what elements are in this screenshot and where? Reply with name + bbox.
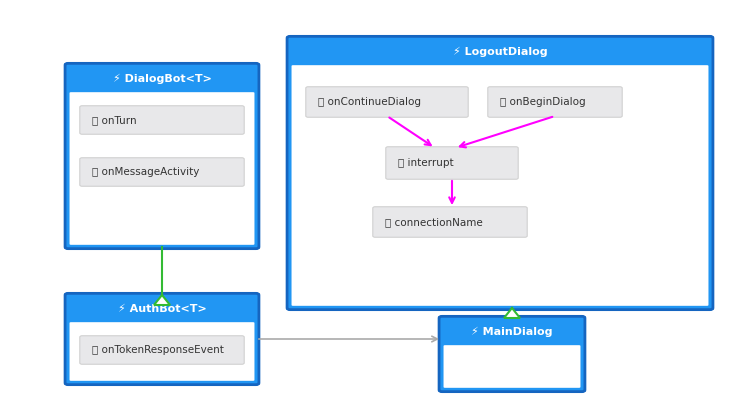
Text: ⚡ LogoutDialog: ⚡ LogoutDialog	[453, 47, 548, 57]
FancyBboxPatch shape	[70, 92, 255, 245]
FancyBboxPatch shape	[291, 65, 708, 306]
Text: ⦿ onBeginDialog: ⦿ onBeginDialog	[500, 97, 586, 107]
FancyBboxPatch shape	[80, 106, 244, 134]
FancyBboxPatch shape	[80, 158, 244, 186]
Polygon shape	[154, 295, 170, 305]
FancyBboxPatch shape	[80, 336, 244, 364]
FancyBboxPatch shape	[439, 316, 585, 392]
FancyBboxPatch shape	[488, 87, 622, 117]
Text: ⛯ connectionName: ⛯ connectionName	[385, 217, 483, 227]
FancyBboxPatch shape	[306, 87, 468, 117]
Text: ⚡ MainDialog: ⚡ MainDialog	[471, 327, 553, 337]
FancyBboxPatch shape	[373, 207, 527, 237]
Text: ⚡ DialogBot<T>: ⚡ DialogBot<T>	[112, 74, 211, 84]
FancyBboxPatch shape	[65, 293, 259, 385]
FancyBboxPatch shape	[287, 36, 713, 310]
FancyBboxPatch shape	[386, 147, 518, 179]
Polygon shape	[504, 308, 520, 318]
Text: ⦿ interrupt: ⦿ interrupt	[398, 158, 454, 168]
Text: ⦿ onContinueDialog: ⦿ onContinueDialog	[318, 97, 421, 107]
Text: ⚡ AuthBot<T>: ⚡ AuthBot<T>	[117, 304, 206, 314]
FancyBboxPatch shape	[70, 322, 255, 381]
FancyBboxPatch shape	[65, 63, 259, 249]
Text: ⦿ onTokenResponseEvent: ⦿ onTokenResponseEvent	[92, 345, 224, 355]
Text: ⦿ onTurn: ⦿ onTurn	[92, 115, 137, 125]
FancyBboxPatch shape	[443, 345, 581, 388]
Text: ⦿ onMessageActivity: ⦿ onMessageActivity	[92, 167, 200, 177]
